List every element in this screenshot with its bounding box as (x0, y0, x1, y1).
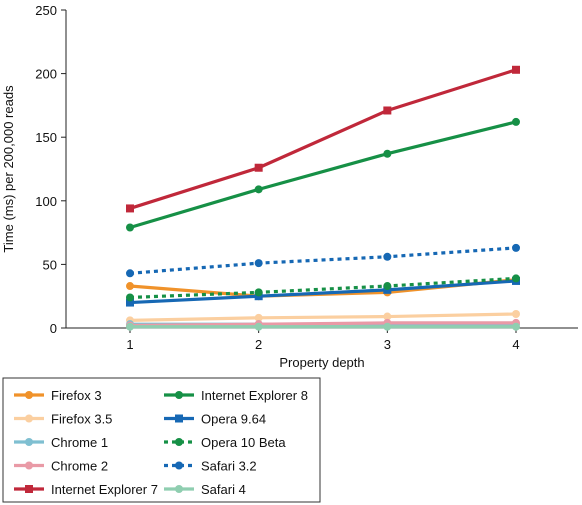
data-point (254, 163, 263, 172)
x-tick-label: 1 (126, 337, 133, 352)
data-point (254, 313, 263, 322)
legend-item: Opera 10 Beta (164, 435, 286, 450)
legend-label: Opera 9.64 (201, 412, 266, 427)
data-point (254, 259, 263, 268)
data-point (383, 322, 392, 331)
y-tick-label: 50 (43, 257, 57, 272)
legend-label: Chrome 2 (51, 459, 108, 474)
legend-item: Firefox 3.5 (14, 412, 112, 427)
legend-label: Internet Explorer 8 (201, 388, 308, 403)
plot-area: 0 50 100 150 200 250 1 2 3 4 (35, 3, 578, 352)
x-tick-label: 2 (255, 337, 262, 352)
data-point (126, 293, 134, 302)
data-point (126, 298, 134, 307)
legend-swatch-marker (25, 485, 33, 493)
data-point (254, 322, 263, 331)
legend-item: Firefox 3 (14, 388, 102, 403)
legend-swatch-marker (175, 438, 183, 446)
legend-swatch-marker (175, 485, 183, 493)
legend-label: Firefox 3.5 (51, 412, 112, 427)
series-layer (126, 65, 520, 331)
data-point (512, 65, 520, 74)
legend-item: Internet Explorer 7 (14, 482, 158, 497)
x-ticks: 1 2 3 4 (126, 328, 520, 352)
legend-label: Chrome 1 (51, 435, 108, 450)
legend-item: Safari 4 (164, 482, 246, 497)
y-tick-label: 250 (35, 3, 57, 18)
y-tick-label: 150 (35, 130, 57, 145)
data-point (512, 310, 520, 319)
legend-swatch-marker (25, 414, 33, 423)
y-tick-label: 0 (50, 321, 57, 336)
data-point (126, 204, 134, 213)
legend-label: Safari 3.2 (201, 459, 257, 474)
series-safari-3-2 (126, 243, 520, 278)
data-point (126, 322, 134, 331)
data-point (383, 149, 392, 158)
data-point (254, 185, 263, 194)
series-line (129, 120, 517, 230)
data-point (126, 223, 134, 232)
x-tick-label: 4 (512, 337, 519, 352)
legend-swatch-marker (25, 391, 33, 399)
legend-swatch-marker (175, 391, 183, 399)
series-line (129, 312, 517, 322)
data-point (254, 288, 263, 297)
data-point (512, 274, 520, 283)
series-internet-explorer-7 (126, 65, 520, 213)
data-point (126, 269, 134, 278)
y-tick-label: 100 (35, 194, 57, 209)
y-ticks: 0 50 100 150 200 250 (35, 3, 66, 336)
series-line (129, 68, 517, 210)
data-point (383, 106, 392, 115)
series-safari-4 (126, 322, 520, 331)
x-tick-label: 3 (384, 337, 391, 352)
y-tick-label: 200 (35, 67, 57, 82)
data-point (512, 243, 520, 252)
data-point (383, 312, 392, 321)
data-point (512, 322, 520, 331)
legend-label: Safari 4 (201, 482, 246, 497)
x-axis-title: Property depth (279, 355, 364, 370)
series-line (129, 246, 517, 275)
series-internet-explorer-8 (126, 117, 520, 232)
legend-item: Internet Explorer 8 (164, 388, 308, 403)
series-line (129, 276, 517, 300)
legend-swatch-marker (175, 414, 183, 423)
series-opera-10-beta (126, 274, 520, 302)
data-point (512, 117, 520, 126)
legend-item: Chrome 2 (14, 459, 108, 474)
legend-label: Opera 10 Beta (201, 435, 286, 450)
data-point (383, 282, 392, 291)
data-point (126, 282, 134, 291)
series-line (129, 321, 516, 328)
legend-swatch-marker (25, 438, 33, 446)
legend-item: Chrome 1 (14, 435, 108, 450)
series-line (129, 279, 517, 305)
legend-label: Internet Explorer 7 (51, 482, 158, 497)
legend-box (2, 377, 321, 503)
legend-swatch-marker (175, 461, 183, 470)
legend-item: Safari 3.2 (164, 459, 257, 474)
legend-label: Firefox 3 (51, 388, 102, 403)
data-point (383, 252, 392, 261)
legend-swatch-marker (25, 461, 33, 470)
legend-item: Opera 9.64 (164, 412, 266, 427)
legend: Firefox 3 Firefox 3.5 Chrome 1 Chrome 2 Inte… (2, 377, 321, 503)
y-axis-title: Time (ms) per 200,000 reads (1, 85, 16, 253)
